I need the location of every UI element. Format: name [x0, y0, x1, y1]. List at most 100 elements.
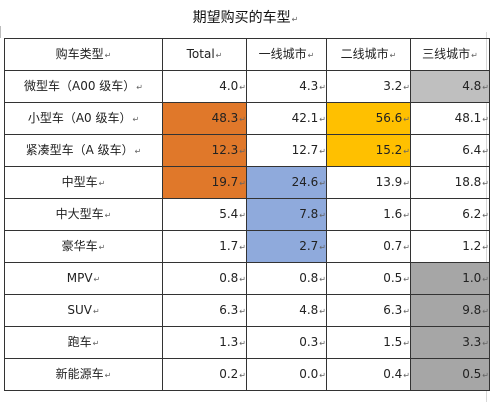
cell-tier2: 56.6↵: [326, 102, 411, 135]
cell-tier3: 3.3↵: [410, 326, 490, 359]
return-mark-icon: ↵: [482, 82, 489, 92]
return-mark-icon: ↵: [104, 210, 112, 220]
cell-tier2: 3.2↵: [326, 70, 411, 103]
return-mark-icon: ↵: [482, 338, 489, 348]
row-category: 中型车↵: [4, 166, 163, 199]
return-mark-icon: ↵: [319, 146, 326, 156]
header-category: 购车类型↵: [4, 38, 163, 71]
cell-tier2: 1.5↵: [326, 326, 411, 359]
cell-tier3: 18.8↵: [410, 166, 490, 199]
return-mark-icon: ↵: [319, 210, 326, 220]
row-category: 新能源车↵: [4, 358, 163, 391]
return-mark-icon: ↵: [104, 370, 112, 380]
row-category: 紧凑型车（A 级车）↵: [4, 134, 163, 167]
return-mark-icon: ↵: [239, 306, 246, 316]
cell-tier2: 13.9↵: [326, 166, 411, 199]
return-mark-icon: ↵: [389, 50, 397, 60]
cell-tier1: 4.3↵: [246, 70, 327, 103]
row-category: 跑车↵: [4, 326, 163, 359]
table-row: MPV↵ 0.8↵ 0.8↵ 0.5↵ 1.0↵: [4, 262, 490, 295]
return-mark-icon: ↵: [239, 370, 246, 380]
cell-tier3: 1.0↵: [410, 262, 490, 295]
cell-total: 1.7↵: [162, 230, 247, 263]
return-mark-icon: ↵: [239, 82, 246, 92]
cell-tier3: 6.2↵: [410, 198, 490, 231]
return-mark-icon: ↵: [482, 178, 489, 188]
return-mark-icon: ↵: [482, 114, 489, 124]
cell-tier1: 0.3↵: [246, 326, 327, 359]
cell-tier1: 12.7↵: [246, 134, 327, 167]
cell-total: 0.8↵: [162, 262, 247, 295]
return-mark-icon: ↵: [239, 274, 246, 284]
cell-tier1: 4.8↵: [246, 294, 327, 327]
cell-tier3: 0.5↵: [410, 358, 490, 391]
return-mark-icon: ↵: [291, 15, 299, 24]
return-mark-icon: ↵: [319, 338, 326, 348]
left-frame-line: [0, 26, 1, 38]
cell-tier3: 1.2↵: [410, 230, 490, 263]
return-mark-icon: ↵: [307, 50, 315, 60]
table-row: 跑车↵ 1.3↵ 0.3↵ 1.5↵ 3.3↵: [4, 326, 490, 359]
table-title: 期望购买的车型↵: [192, 10, 299, 26]
cell-tier2: 0.4↵: [326, 358, 411, 391]
return-mark-icon: ↵: [319, 306, 326, 316]
cell-tier1: 24.6↵: [246, 166, 327, 199]
return-mark-icon: ↵: [403, 82, 410, 92]
return-mark-icon: ↵: [239, 338, 246, 348]
table-row: 中型车↵ 19.7↵ 24.6↵ 13.9↵ 18.8↵: [4, 166, 490, 199]
header-tier1: 一线城市↵: [246, 38, 327, 71]
return-mark-icon: ↵: [104, 50, 112, 60]
row-category: 豪华车↵: [4, 230, 163, 263]
return-mark-icon: ↵: [319, 242, 326, 252]
cell-tier2: 6.3↵: [326, 294, 411, 327]
return-mark-icon: ↵: [319, 178, 326, 188]
cell-tier2: 0.7↵: [326, 230, 411, 263]
cell-total: 12.3↵: [162, 134, 247, 167]
cell-tier3: 6.4↵: [410, 134, 490, 167]
cell-tier2: 0.5↵: [326, 262, 411, 295]
cell-tier1: 42.1↵: [246, 102, 327, 135]
cell-total: 4.0↵: [162, 70, 247, 103]
return-mark-icon: ↵: [482, 370, 489, 380]
header-tier3: 三线城市↵: [410, 38, 490, 71]
row-category: MPV↵: [4, 262, 163, 295]
return-mark-icon: ↵: [319, 114, 326, 124]
return-mark-icon: ↵: [92, 306, 100, 316]
return-mark-icon: ↵: [403, 338, 410, 348]
cell-tier3: 9.8↵: [410, 294, 490, 327]
return-mark-icon: ↵: [98, 242, 106, 252]
return-mark-icon: ↵: [134, 146, 142, 156]
cell-total: 6.3↵: [162, 294, 247, 327]
cell-tier2: 1.6↵: [326, 198, 411, 231]
cell-total: 1.3↵: [162, 326, 247, 359]
header-total: Total↵: [162, 38, 247, 71]
cell-tier3: 4.8↵: [410, 70, 490, 103]
return-mark-icon: ↵: [319, 370, 326, 380]
row-category: 小型车（A0 级车）↵: [4, 102, 163, 135]
cell-tier1: 0.8↵: [246, 262, 327, 295]
return-mark-icon: ↵: [482, 242, 489, 252]
cell-tier1: 0.0↵: [246, 358, 327, 391]
cell-total: 19.7↵: [162, 166, 247, 199]
return-mark-icon: ↵: [132, 114, 140, 124]
car-type-table: 购车类型↵ Total↵ 一线城市↵ 二线城市↵ 三线城市↵ 微型车（A00 级…: [4, 38, 490, 391]
return-mark-icon: ↵: [403, 210, 410, 220]
table-row: 豪华车↵ 1.7↵ 2.7↵ 0.7↵ 1.2↵: [4, 230, 490, 263]
table-row: SUV↵ 6.3↵ 4.8↵ 6.3↵ 9.8↵: [4, 294, 490, 327]
return-mark-icon: ↵: [98, 178, 106, 188]
return-mark-icon: ↵: [319, 274, 326, 284]
cell-tier1: 7.8↵: [246, 198, 327, 231]
header-tier2: 二线城市↵: [326, 38, 411, 71]
table-row: 新能源车↵ 0.2↵ 0.0↵ 0.4↵ 0.5↵: [4, 358, 490, 391]
return-mark-icon: ↵: [215, 50, 223, 60]
row-category: 微型车（A00 级车）↵: [4, 70, 163, 103]
cell-total: 0.2↵: [162, 358, 247, 391]
return-mark-icon: ↵: [136, 82, 143, 92]
cell-tier2: 15.2↵: [326, 134, 411, 167]
return-mark-icon: ↵: [239, 210, 246, 220]
return-mark-icon: ↵: [239, 146, 246, 156]
return-mark-icon: ↵: [482, 210, 489, 220]
return-mark-icon: ↵: [403, 114, 410, 124]
return-mark-icon: ↵: [482, 146, 489, 156]
cell-tier1: 2.7↵: [246, 230, 327, 263]
